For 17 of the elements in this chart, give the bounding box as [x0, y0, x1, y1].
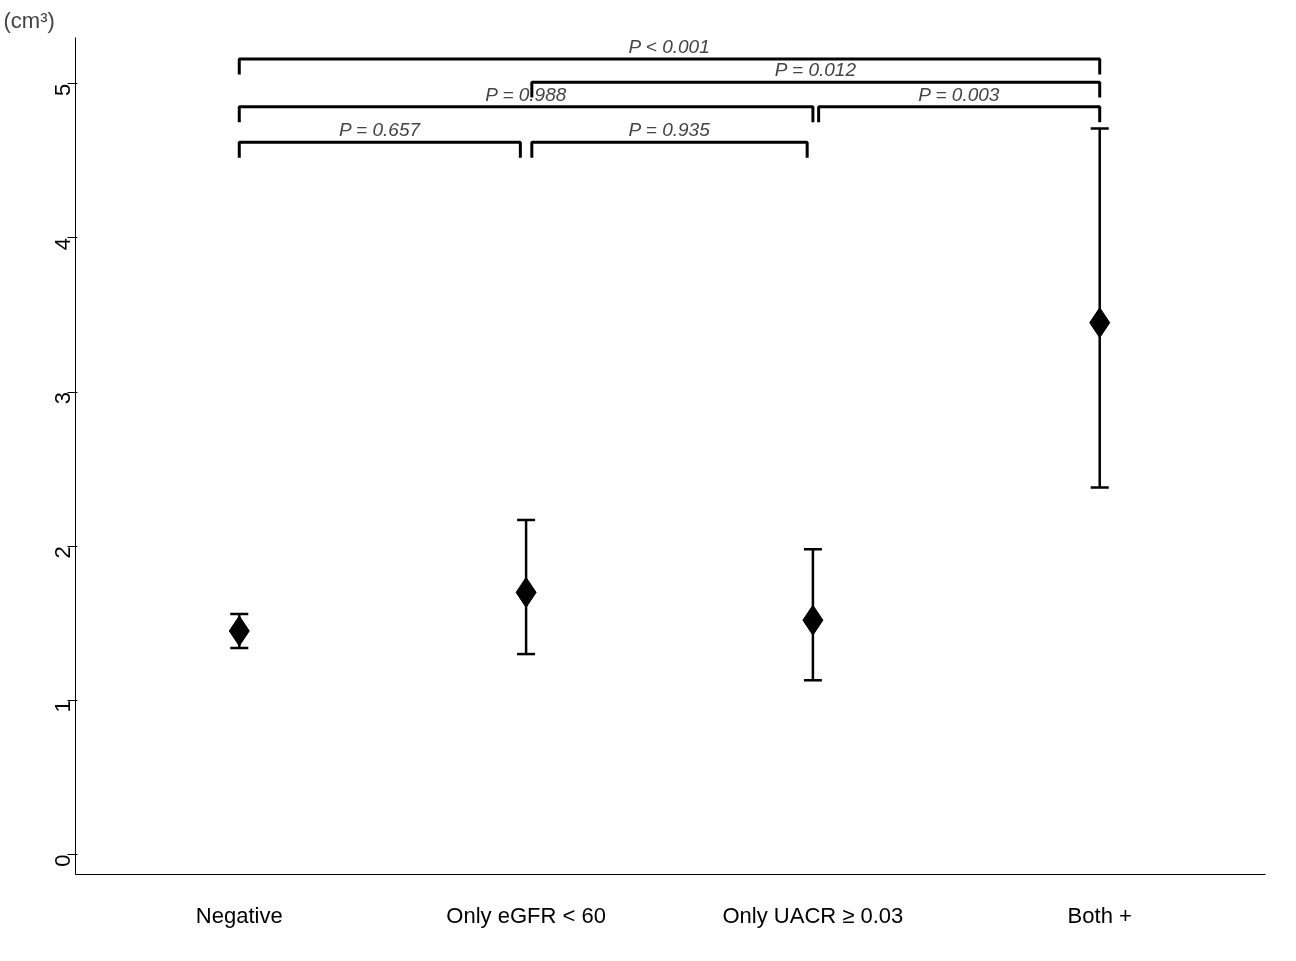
annotation: P = 0.657	[338, 119, 422, 141]
annotation: P = 0.003	[918, 83, 1000, 105]
y-tick-label: 0	[50, 854, 75, 867]
y-tick-label: 2	[50, 546, 75, 559]
annotation: P < 0.001	[628, 36, 710, 58]
y-tick-label: 4	[50, 237, 75, 251]
annotation: P = 0.935	[628, 119, 711, 141]
y-axis-title: (cm³)	[3, 7, 55, 33]
x-tick-label: Both +	[1067, 902, 1132, 928]
annotation: P = 0.012	[774, 59, 857, 81]
annotation: P = 0.988	[485, 83, 567, 105]
y-tick-label: 3	[50, 392, 75, 405]
x-tick-label: Only eGFR < 60	[446, 902, 606, 928]
x-tick-label: Negative	[195, 902, 283, 928]
y-tick-label: 1	[50, 700, 75, 713]
y-tick-label: 5	[50, 83, 75, 96]
x-tick-label: Only UACR ≥ 0.03	[722, 902, 904, 928]
